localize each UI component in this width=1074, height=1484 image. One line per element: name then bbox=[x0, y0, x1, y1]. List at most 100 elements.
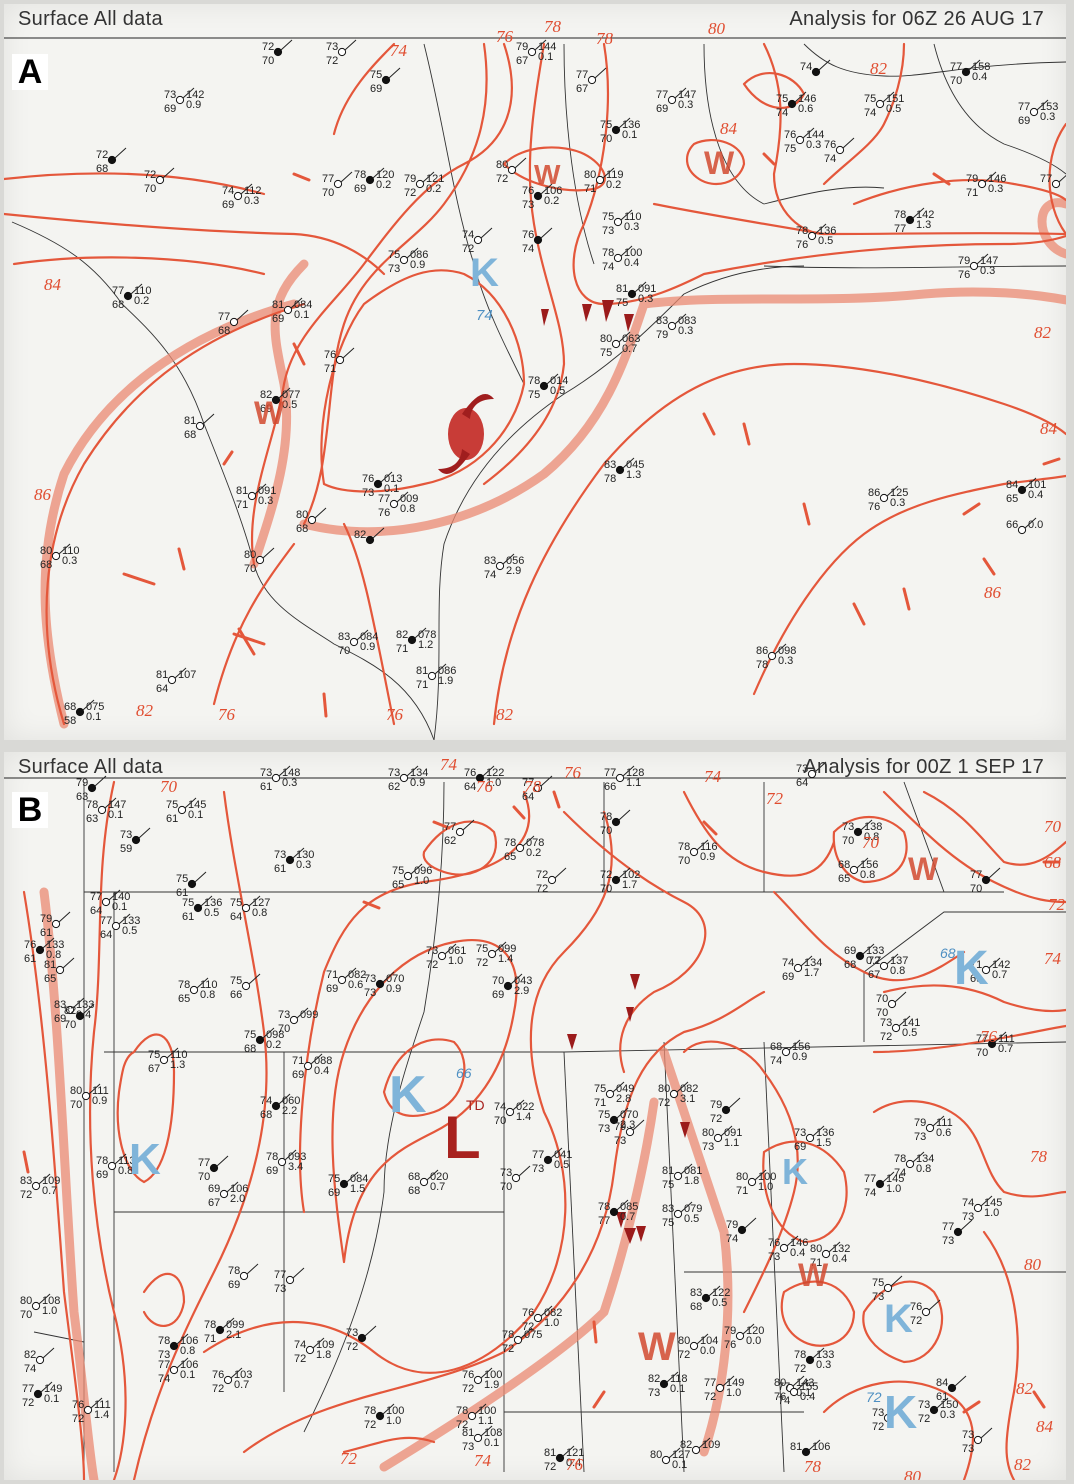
temperature-value: 71 bbox=[326, 969, 338, 981]
dewpoint-value: 76 bbox=[958, 269, 970, 281]
pressure-value: 156 bbox=[792, 1041, 810, 1053]
pressure-tendency-value: 0.7 bbox=[622, 343, 637, 355]
wind-barb-icon bbox=[292, 847, 305, 859]
wind-barb-icon bbox=[426, 1169, 439, 1181]
wind-barb-icon bbox=[796, 1379, 809, 1391]
sky-cover-icon bbox=[159, 1055, 169, 1065]
pressure-value: 110 bbox=[200, 979, 218, 991]
pressure-tendency-value: 0.9 bbox=[386, 983, 401, 995]
pressure-tendency-value: 0.8 bbox=[864, 831, 879, 843]
wind-barb-icon bbox=[480, 1367, 493, 1379]
warm-marker: W bbox=[254, 395, 285, 431]
sky-cover-icon bbox=[175, 95, 185, 105]
wind-barb-icon bbox=[356, 629, 369, 641]
pressure-tendency-value: 0.1 bbox=[44, 1393, 59, 1405]
temperature-value: 79 bbox=[76, 777, 88, 789]
sky-cover-icon bbox=[849, 865, 859, 875]
wind-barb-icon bbox=[1024, 517, 1037, 529]
sky-cover-icon bbox=[981, 965, 991, 975]
pressure-value: 108 bbox=[484, 1427, 502, 1439]
station-observations-b: 796378631470.175611450.1735973611480.373… bbox=[20, 761, 1015, 1473]
pressure-value: 041 bbox=[554, 1149, 572, 1161]
wind-barb-icon bbox=[162, 167, 175, 179]
pressure-tendency-value: 0.3 bbox=[624, 221, 639, 233]
sky-cover-icon bbox=[611, 817, 621, 827]
pressure-value: 082 bbox=[544, 1307, 562, 1319]
pressure-tendency-value: 0.5 bbox=[282, 399, 297, 411]
low-pressure-marker: L bbox=[444, 1104, 481, 1171]
pressure-tendency-value: 0.3 bbox=[244, 195, 259, 207]
temperature-value: 75 bbox=[600, 119, 612, 131]
blue-annotation: 68 bbox=[940, 945, 956, 961]
sky-cover-icon bbox=[285, 855, 295, 865]
temperature-value: 77 bbox=[158, 1359, 170, 1371]
isotherm-label: 68 bbox=[1044, 853, 1062, 872]
temperature-value: 78 bbox=[456, 1405, 468, 1417]
dewpoint-value: 67 bbox=[208, 1197, 220, 1209]
wind-barb-icon bbox=[618, 331, 631, 343]
wind-barb-icon bbox=[984, 171, 997, 183]
temperature-value: 69 bbox=[208, 1183, 220, 1195]
temperature-value: 73 bbox=[880, 1017, 892, 1029]
sky-cover-icon bbox=[75, 1011, 85, 1021]
isotherm-label: 80 bbox=[1024, 1255, 1042, 1274]
sky-cover-icon bbox=[539, 381, 549, 391]
sky-cover-icon bbox=[789, 1387, 799, 1397]
dewpoint-value: 75 bbox=[662, 1179, 674, 1191]
temperature-value: 84 bbox=[936, 1377, 948, 1389]
high-pressure-marker: K bbox=[389, 1066, 427, 1124]
wind-barb-icon bbox=[314, 507, 327, 519]
dewpoint-value: 68 bbox=[690, 1301, 702, 1313]
temperature-value: 76 bbox=[784, 129, 796, 141]
pressure-value: 100 bbox=[478, 1405, 496, 1417]
sky-cover-icon bbox=[277, 1157, 287, 1167]
wind-barb-icon bbox=[200, 895, 213, 907]
pressure-tendency-value: 0.7 bbox=[42, 1185, 57, 1197]
pressure-value: 133 bbox=[816, 1349, 834, 1361]
pressure-tendency-value: 0.3 bbox=[1040, 111, 1055, 123]
isotherm bbox=[45, 302, 306, 726]
temperature-value: 76 bbox=[324, 349, 336, 361]
pressure-tendency-value: 0.4 bbox=[1028, 489, 1043, 501]
temperature-value: 70 bbox=[492, 975, 504, 987]
dewpoint-value: 67 bbox=[576, 83, 588, 95]
pressure-tendency-value: 0.1 bbox=[670, 1383, 685, 1395]
temperature-value: 75 bbox=[864, 93, 876, 105]
dewpoint-value: 70 bbox=[600, 883, 612, 895]
isotherm-label: 72 bbox=[766, 789, 784, 808]
sky-cover-icon bbox=[673, 1171, 683, 1181]
high-pressure-marker: K bbox=[884, 1386, 917, 1438]
pressure-value: 130 bbox=[296, 849, 314, 861]
temperature-value: 68 bbox=[408, 1171, 420, 1183]
pressure-tendency-value: 0.5 bbox=[122, 925, 137, 937]
sky-cover-icon bbox=[65, 1005, 75, 1015]
isotherm-label: 80 bbox=[708, 19, 726, 38]
temperature-value: 82 bbox=[396, 629, 408, 641]
isotherm-band bbox=[40, 299, 299, 729]
temperature-value: 73 bbox=[274, 849, 286, 861]
pressure-value: 145 bbox=[188, 799, 206, 811]
dewpoint-value: 71 bbox=[324, 363, 336, 375]
temperature-value: 76 bbox=[362, 473, 374, 485]
dewpoint-value: 61 bbox=[166, 813, 178, 825]
wind-barb-icon bbox=[310, 1053, 323, 1065]
sky-cover-icon bbox=[111, 921, 121, 931]
temperature-value: 71 bbox=[970, 959, 982, 971]
